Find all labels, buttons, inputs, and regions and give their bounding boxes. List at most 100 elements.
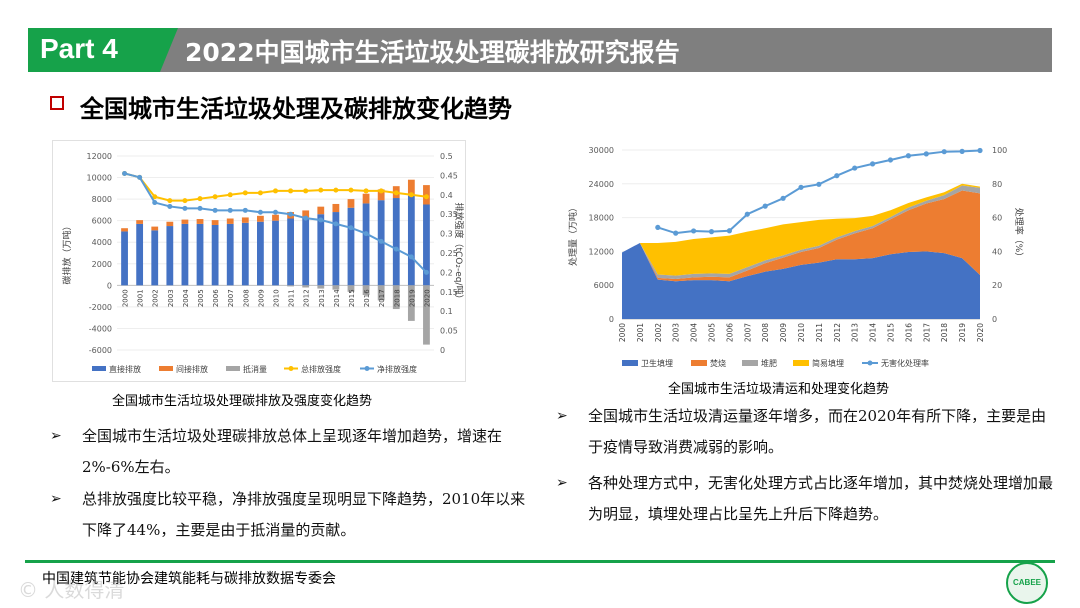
y2-tick-label: 0 — [440, 346, 445, 355]
bar-offset — [287, 285, 294, 287]
harmless-rate-point — [941, 149, 947, 155]
bar-direct-emission — [302, 217, 310, 286]
net-intensity-point — [257, 209, 263, 215]
legend-label: 无害化处理率 — [881, 358, 929, 368]
bar-offset — [377, 285, 385, 301]
y2-axis-label: 处理率（%） — [1013, 208, 1025, 262]
x-tick-label: 2011 — [815, 323, 824, 342]
total-intensity-point — [288, 188, 294, 194]
bar-indirect-emission — [136, 220, 144, 224]
x-tick-label: 2012 — [833, 323, 842, 342]
y2-tick-label: 60 — [992, 214, 1002, 223]
report-title: 2022中国城市生活垃圾处理碳排放研究报告 — [185, 38, 680, 67]
net-intensity-point — [363, 231, 369, 237]
harmless-rate-point — [870, 161, 876, 167]
total-intensity-point — [348, 187, 354, 193]
legend-label: 抵消量 — [243, 364, 267, 374]
emission-chart: -6000 -4000 -2000 0 2000 4000 6000 8000 10000 120… — [61, 152, 464, 374]
y2-tick-label: 40 — [992, 247, 1002, 256]
x-tick-label: 2002 — [654, 323, 663, 342]
y2-tick-label: 0.25 — [440, 249, 458, 258]
x-tick-label: 2006 — [212, 289, 220, 307]
net-intensity-point — [273, 209, 278, 215]
x-tick-label: 2000 — [122, 289, 130, 307]
chart1-caption: 全国城市生活垃圾处理碳排放及强度变化趋势 — [112, 394, 373, 409]
part-tab — [28, 28, 178, 72]
total-intensity-point — [303, 188, 309, 194]
bar-indirect-emission — [241, 217, 249, 223]
y-tick-label: 12000 — [87, 152, 112, 161]
x-tick-label: 2014 — [869, 323, 878, 342]
part-label: Part 4 — [40, 33, 118, 64]
x-tick-label: 2007 — [227, 289, 235, 307]
bar-indirect-emission — [121, 228, 128, 232]
bar-direct-emission — [166, 226, 174, 286]
footer-divider — [25, 560, 1055, 563]
bar-indirect-emission — [181, 219, 189, 224]
total-intensity-point — [152, 194, 158, 200]
legend-label: 焚烧 — [710, 358, 726, 368]
bar-direct-emission — [317, 214, 325, 286]
bar-direct-emission — [226, 223, 234, 286]
y2-tick-label: 0.3 — [440, 230, 453, 239]
legend-swatch — [691, 360, 707, 366]
harmless-rate-point — [798, 184, 804, 190]
harmless-rate-point — [959, 148, 965, 154]
bullet-arrow-icon: ➢ — [556, 475, 568, 491]
y-tick-label: 10000 — [87, 174, 112, 183]
bar-indirect-emission — [151, 226, 159, 231]
x-tick-label: 2020 — [976, 323, 985, 342]
legend-label: 直接排放 — [109, 364, 141, 374]
x-tick-label: 2016 — [363, 289, 371, 307]
net-intensity-point — [197, 205, 203, 211]
x-tick-label: 2010 — [797, 323, 806, 342]
bar-indirect-emission — [257, 215, 264, 222]
x-tick-label: 2011 — [288, 289, 296, 307]
net-intensity-point — [408, 254, 414, 260]
section-title: 全国城市生活垃圾处理及碳排放变化趋势 — [80, 94, 512, 123]
legend-swatch — [159, 366, 173, 371]
x-tick-label: 2008 — [761, 323, 770, 342]
area-incineration — [622, 190, 980, 282]
harmless-rate-point — [905, 153, 911, 159]
bar-direct-emission — [362, 203, 370, 286]
y2-tick-label: 0.05 — [440, 327, 458, 336]
cabee-logo-icon — [1006, 562, 1048, 604]
total-intensity-point — [182, 198, 188, 204]
bar-indirect-emission — [211, 220, 219, 225]
y-tick-label: 2000 — [92, 260, 112, 269]
net-intensity-point — [152, 200, 158, 206]
x-tick-label: 2018 — [940, 323, 949, 342]
y-tick-label: -4000 — [89, 324, 112, 333]
harmless-rate-point — [691, 228, 697, 234]
legend-swatch — [622, 360, 638, 366]
legend-label: 净排放强度 — [377, 364, 417, 374]
bar-direct-emission — [257, 221, 264, 286]
x-tick-label: 2005 — [197, 289, 205, 307]
legend-marker — [288, 366, 294, 371]
y2-tick-label: 0.5 — [440, 152, 453, 161]
legend-swatch — [742, 360, 758, 366]
y2-axis-label: 排放强度（tCO₂-eq/吨） — [453, 202, 464, 303]
y2-tick-label: 0.35 — [440, 210, 458, 219]
harmless-rate-point — [762, 203, 768, 209]
bar-offset — [392, 285, 400, 310]
legend-marker — [867, 360, 873, 366]
bar-indirect-emission — [302, 210, 310, 218]
logo-text: CABEE — [1012, 578, 1041, 587]
x-tick-label: 2019 — [408, 289, 416, 307]
bar-indirect-emission — [377, 189, 385, 201]
bullet-text: 总排放强度比较平稳，净排放强度呈现明显下降趋势，2010年以来下降了44%，主要… — [82, 490, 526, 539]
net-intensity-point — [167, 203, 173, 209]
net-intensity-point — [318, 217, 324, 223]
net-intensity-point — [122, 170, 128, 176]
bar-offset — [317, 285, 325, 289]
harmless-rate-point — [977, 147, 983, 154]
y2-tick-label: 80 — [992, 180, 1002, 189]
harmless-rate-point — [726, 228, 732, 234]
x-tick-label: 2012 — [303, 289, 311, 307]
net-intensity-point — [212, 207, 218, 213]
chart2-caption: 全国城市生活垃圾清运和处理变化趋势 — [668, 382, 890, 397]
y2-tick-label: 0 — [992, 315, 997, 324]
total-intensity-point — [227, 192, 233, 198]
